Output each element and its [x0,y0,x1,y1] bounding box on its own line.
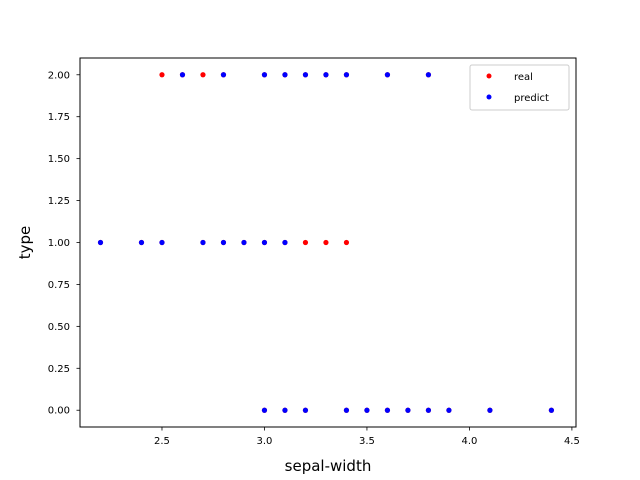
point-real [200,72,206,78]
point-predict [364,407,370,413]
point-predict [323,72,329,78]
point-predict [220,72,227,78]
y-tick-label: 1.75 [48,112,70,123]
point-predict [405,407,411,413]
y-tick-label: 1.25 [48,196,70,207]
legend-box [469,64,570,111]
point-predict [97,239,104,246]
series-predict [97,72,555,413]
point-predict [261,407,268,413]
point-predict [179,72,186,78]
point-real [302,239,309,246]
y-tick-label: 1.00 [48,238,70,249]
point-predict [487,407,493,413]
point-predict [241,239,247,246]
y-tick-label: 0.25 [48,364,70,375]
point-predict [425,72,432,78]
point-predict [302,72,309,78]
y-tick-label: 0.00 [48,406,70,417]
point-predict [220,239,227,246]
point-predict [425,407,432,413]
point-predict [282,239,288,246]
point-predict [343,407,350,413]
point-predict [548,407,555,413]
x-tick-label: 4.5 [564,436,580,447]
legend-marker-predict [486,94,492,100]
y-tick-label: 0.50 [48,322,70,333]
point-predict [261,239,268,246]
point-predict [138,239,145,246]
x-tick-label: 3.5 [359,436,375,447]
legend-label-real: real [514,72,533,83]
x-axis-title: sepal-width [285,457,372,475]
point-predict [282,72,288,78]
y-tick-label: 0.75 [48,280,70,291]
y-tick-label: 1.50 [48,154,70,165]
point-real [323,239,329,246]
plot-area-frame [79,57,577,428]
point-real [159,72,165,78]
point-predict [282,407,288,413]
x-axis-ticks: 2.5 3.0 3.5 4.0 4.5 [154,427,580,447]
legend-label-predict: predict [514,93,549,104]
y-tick-label: 2.00 [48,70,70,81]
point-predict [302,407,309,413]
point-predict [343,72,350,78]
data-points [97,72,555,413]
point-real [343,239,350,246]
legend: real predict [469,64,570,111]
y-axis-title: type [16,226,34,260]
point-predict [261,72,268,78]
x-tick-label: 3.0 [257,436,273,447]
x-tick-label: 4.0 [461,436,477,447]
point-predict [446,407,452,413]
point-predict [384,407,391,413]
point-predict [384,72,391,78]
legend-marker-real [486,73,492,79]
y-axis-ticks: 0.00 0.25 0.50 0.75 1.00 1.25 1.50 1.75 2.00 [48,70,80,417]
x-tick-label: 2.5 [154,436,170,447]
point-predict [159,239,165,246]
point-predict [200,239,206,246]
